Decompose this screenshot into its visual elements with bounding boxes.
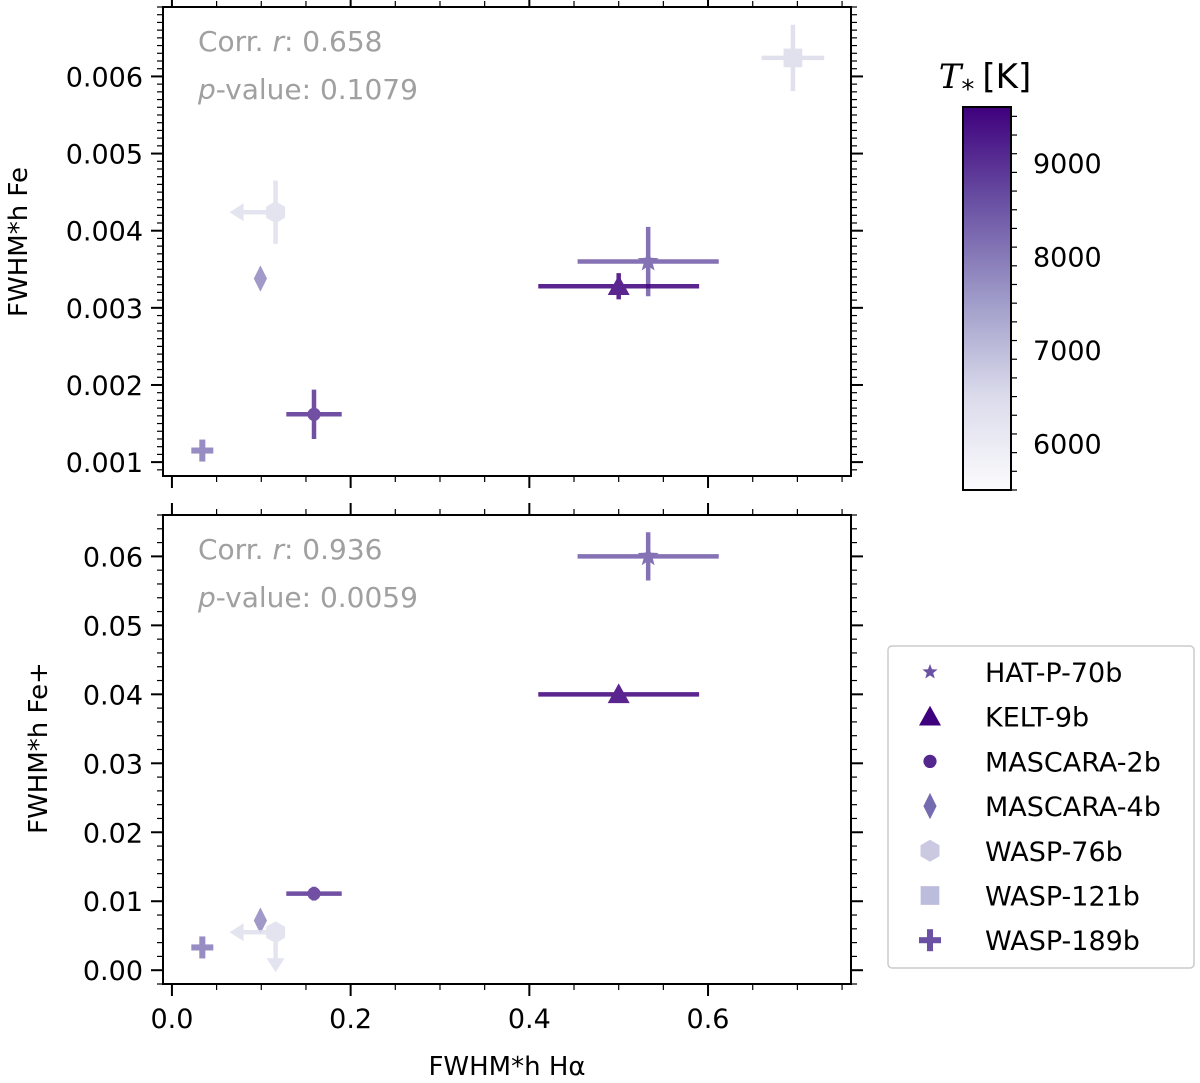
- square-marker: [783, 48, 803, 68]
- legend-item-mascara-2b: MASCARA-2b: [923, 747, 1161, 778]
- data-point-mascara-4b: [253, 907, 267, 934]
- legend-item-wasp-121b: WASP-121b: [920, 882, 1140, 913]
- legend-label: WASP-189b: [985, 926, 1140, 957]
- top-panel: 0.001 0.002 0.003 0.004 0.005 0.006 Corr. r: …: [4, 0, 863, 488]
- bottom-data-points: [191, 532, 719, 973]
- y-tick-label: 0.03: [83, 749, 143, 780]
- colorbar: T* [K] 6000 7000 8000 9000: [939, 57, 1102, 491]
- circle-marker: [307, 407, 321, 421]
- top-data-points: [191, 24, 825, 462]
- hexagon-marker: [266, 921, 286, 944]
- y-tick-label: 0.004: [66, 217, 143, 248]
- data-point-wasp-76b: [229, 180, 286, 244]
- hexagon-icon: [920, 839, 940, 862]
- y-tick-label: 0.001: [66, 448, 143, 479]
- data-point-kelt-9b: [538, 273, 700, 300]
- data-point-wasp-121b: [761, 24, 825, 92]
- legend: HAT-P-70b KELT-9b MASCARA-2b MASCARA-4b WASP…: [887, 645, 1195, 969]
- y-tick-label: 0.002: [66, 371, 143, 402]
- bottom-corr-text: Corr. r: 0.936: [198, 533, 382, 566]
- colorbar-ticks: 6000 7000 8000 9000: [1011, 115, 1102, 491]
- top-corr-text: Corr. r: 0.658: [198, 25, 382, 58]
- legend-label: WASP-76b: [985, 837, 1123, 868]
- circle-icon: [923, 754, 937, 769]
- data-point-wasp-189b: [191, 439, 214, 462]
- diamond-marker: [253, 265, 267, 292]
- colorbar-tick-label: 8000: [1033, 242, 1102, 273]
- x-axis-label: FWHM*h Hα: [428, 1052, 585, 1082]
- x-limit-arrowhead: [229, 923, 244, 942]
- y-tick-label: 0.00: [83, 956, 143, 987]
- x-tick-label: 0.6: [687, 1004, 730, 1035]
- x-tick-label: 0.4: [508, 1004, 551, 1035]
- data-point-mascara-2b: [286, 389, 342, 439]
- top-y-axis-label: FWHM*h Fe: [4, 167, 34, 317]
- legend-item-kelt-9b: KELT-9b: [919, 703, 1089, 734]
- top-y-tick-labels: 0.001 0.002 0.003 0.004 0.005 0.006: [66, 62, 143, 479]
- legend-label: KELT-9b: [985, 703, 1089, 734]
- y-tick-label: 0.02: [83, 818, 143, 849]
- x-limit-arrowhead: [229, 203, 244, 222]
- bottom-y-tick-labels: 0.00 0.01 0.02 0.03 0.04 0.05 0.06: [83, 542, 143, 987]
- y-limit-arrowhead: [266, 958, 285, 973]
- triangle-icon: [919, 705, 941, 726]
- y-tick-label: 0.005: [66, 140, 143, 171]
- diamond-icon: [923, 792, 937, 820]
- data-point-wasp-76b: [229, 921, 286, 973]
- y-tick-label: 0.04: [83, 680, 143, 711]
- legend-item-mascara-4b: MASCARA-4b: [923, 792, 1161, 823]
- plus-marker: [191, 439, 214, 462]
- bottom-tick-marks: [151, 503, 863, 996]
- plus-icon: [919, 929, 941, 952]
- data-point-hat-p-70b: [577, 532, 719, 581]
- x-tick-label: 0.2: [329, 1004, 372, 1035]
- colorbar-tick-label: 9000: [1033, 149, 1102, 180]
- y-tick-label: 0.003: [66, 294, 143, 325]
- legend-item-hat-p-70b: HAT-P-70b: [922, 658, 1122, 689]
- star-marker: [637, 250, 659, 271]
- triangle-marker: [607, 275, 630, 296]
- colorbar-label: T* [K]: [939, 57, 1032, 105]
- legend-item-wasp-76b: WASP-76b: [920, 837, 1123, 868]
- star-icon: [922, 664, 938, 679]
- data-point-kelt-9b: [538, 683, 700, 704]
- legend-label: HAT-P-70b: [985, 658, 1122, 689]
- legend-item-wasp-189b: WASP-189b: [919, 926, 1140, 957]
- bottom-panel: 0.000.010.020.030.040.050.06 0.0 0.2 0.4 0.…: [24, 503, 863, 1082]
- x-tick-label: 0.0: [150, 1004, 193, 1035]
- y-tick-label: 0.05: [83, 611, 143, 642]
- bottom-pvalue-text: p-value: 0.0059: [197, 581, 418, 614]
- legend-entries: HAT-P-70b KELT-9b MASCARA-2b MASCARA-4b WASP…: [919, 658, 1161, 957]
- y-tick-label: 0.006: [66, 62, 143, 93]
- legend-label: WASP-121b: [985, 882, 1140, 913]
- legend-label: MASCARA-2b: [985, 747, 1161, 778]
- colorbar-tick-label: 6000: [1033, 429, 1102, 460]
- top-tick-marks: [151, 0, 863, 488]
- diamond-marker: [253, 907, 267, 934]
- star-marker: [637, 545, 659, 566]
- bottom-x-tick-labels: 0.0 0.2 0.4 0.6: [150, 1004, 729, 1035]
- data-point-mascara-2b: [286, 886, 342, 901]
- y-tick-label: 0.06: [83, 542, 143, 573]
- square-icon: [920, 886, 940, 905]
- plus-marker: [191, 936, 214, 959]
- legend-frame: [887, 645, 1195, 969]
- circle-marker: [307, 887, 321, 901]
- colorbar-tick-label: 7000: [1033, 336, 1102, 367]
- triangle-marker: [607, 683, 630, 704]
- top-pvalue-text: p-value: 0.1079: [197, 73, 418, 106]
- y-tick-label: 0.01: [83, 887, 143, 918]
- legend-label: MASCARA-4b: [985, 792, 1161, 823]
- data-point-mascara-4b: [253, 265, 267, 292]
- bottom-y-axis-label: FWHM*h Fe+: [24, 662, 54, 834]
- colorbar-gradient: [962, 106, 1012, 491]
- data-point-wasp-189b: [191, 936, 214, 959]
- top-plot-frame: [162, 6, 852, 477]
- hexagon-marker: [266, 201, 286, 224]
